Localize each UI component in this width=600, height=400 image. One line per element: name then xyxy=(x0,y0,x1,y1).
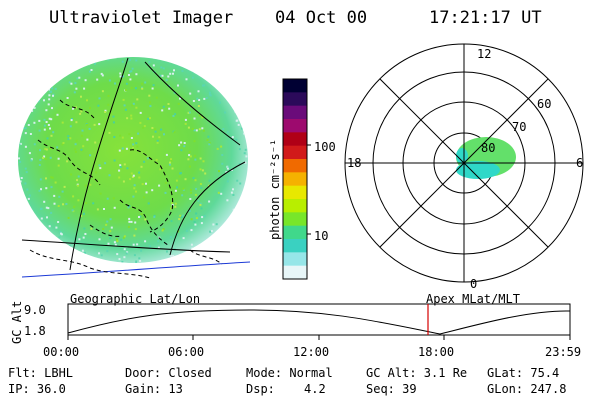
altitude-curve xyxy=(67,309,571,335)
colorbar-segment xyxy=(283,132,307,147)
time-tick-0000: 00:00 xyxy=(43,345,80,359)
colorbar-segment xyxy=(283,199,307,213)
apex-coord-label: Apex MLat/MLT xyxy=(426,292,520,306)
date-label: 04 Oct 00 xyxy=(275,8,368,28)
longitude-line xyxy=(144,61,241,146)
gc-altitude-info: GC Alt: 3.1 Re xyxy=(366,366,468,380)
geo-coord-label: Geographic Lat/Lon xyxy=(70,292,201,306)
colorbar-segment xyxy=(283,212,307,227)
ip-info: IP: 36.0 xyxy=(8,382,66,396)
colorbar-segment xyxy=(283,119,307,133)
colorbar-segment xyxy=(283,252,307,267)
mlt-label-0: 0 xyxy=(470,277,478,291)
colorbar-segment xyxy=(283,265,307,280)
lat-label-80: 80 xyxy=(481,141,496,155)
colorbar-segment xyxy=(283,225,307,240)
longitude-line xyxy=(69,57,129,271)
door-info: Door: Closed xyxy=(125,366,212,380)
latitude-line xyxy=(169,161,246,256)
colorbar-segment xyxy=(283,105,307,120)
lat-label-60: 60 xyxy=(537,97,552,111)
colorbar xyxy=(282,78,311,280)
dsp-value: 4.2 xyxy=(304,382,326,396)
glat-info: GLat: 75.4 xyxy=(487,366,560,380)
colorbar-segment xyxy=(283,159,307,173)
equator-line xyxy=(21,261,251,278)
filter-info: Flt: LBHL xyxy=(8,366,74,380)
glon-info: GLon: 247.8 xyxy=(487,382,567,396)
mlt-label-12: 12 xyxy=(477,47,492,61)
gain-info: Gain: 13 xyxy=(125,382,183,396)
coastlines xyxy=(29,99,223,279)
colorbar-segment xyxy=(283,92,307,107)
altitude-tick-1-8: 1.8 xyxy=(24,324,46,338)
colorbar-segment xyxy=(283,79,307,93)
mlt-label-18: 18 xyxy=(347,156,362,170)
mode-info: Mode: Normal xyxy=(246,366,333,380)
sequence-info: Seq: 39 xyxy=(366,382,417,396)
time-tick-0600: 06:00 xyxy=(168,345,205,359)
colorbar-segment xyxy=(283,172,307,187)
colorbar-segment xyxy=(283,239,307,253)
lat-label-70: 70 xyxy=(512,120,527,134)
latitude-line xyxy=(21,239,231,253)
instrument-title: Ultraviolet Imager xyxy=(49,8,234,28)
mlt-label-6: 6 xyxy=(576,156,584,170)
time-tick-2359: 23:59 xyxy=(545,345,582,359)
time-tick-1800: 18:00 xyxy=(418,345,455,359)
colorbar-tick-100: 100 xyxy=(314,140,336,154)
colorbar-segment xyxy=(283,145,307,160)
time-label: 17:21:17 UT xyxy=(429,8,542,28)
time-tick-1200: 12:00 xyxy=(293,345,330,359)
colorbar-segment xyxy=(283,185,307,200)
dsp-label: Dsp: xyxy=(246,382,275,396)
colorbar-tick-10: 10 xyxy=(314,229,329,243)
altitude-tick-9: 9.0 xyxy=(24,303,46,317)
